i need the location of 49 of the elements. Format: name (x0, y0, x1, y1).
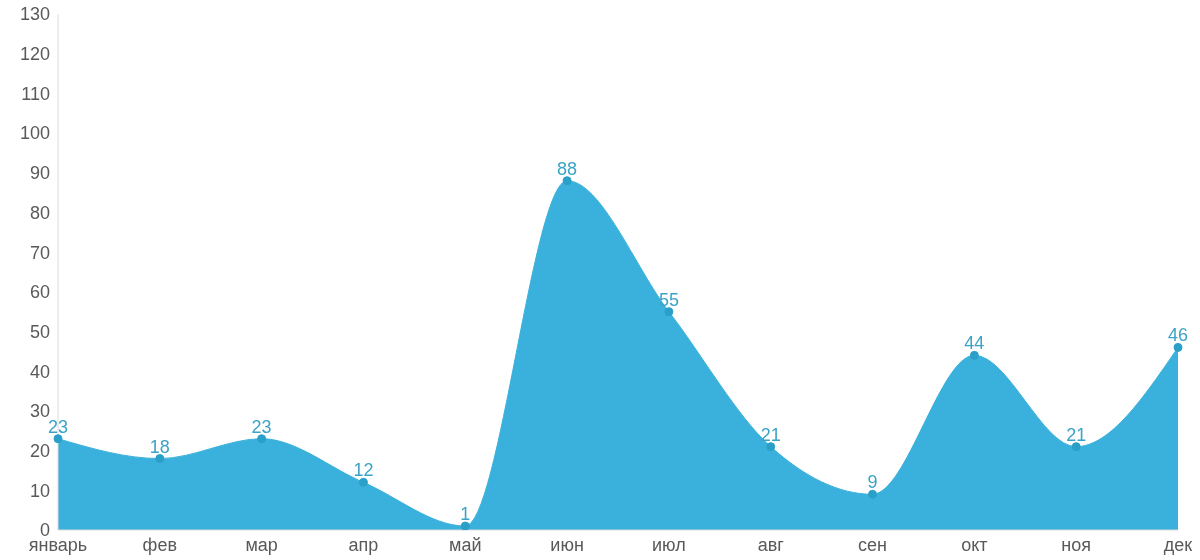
data-label: 12 (353, 460, 374, 481)
data-label: 55 (658, 289, 679, 310)
x-tick-label: окт (961, 534, 988, 555)
y-tick-label: 40 (29, 361, 50, 382)
x-tick-label: июл (652, 534, 686, 555)
y-tick-label: 90 (29, 163, 50, 184)
point (969, 350, 979, 360)
point (155, 454, 165, 464)
data-label: 21 (760, 424, 781, 445)
point (868, 489, 878, 499)
y-tick-label: 30 (29, 401, 50, 422)
y-tick-label: 20 (29, 441, 50, 462)
point (460, 521, 470, 530)
point (1173, 342, 1183, 352)
data-label: 1 (460, 504, 471, 525)
data-label: 46 (1167, 325, 1189, 346)
x-tick-label: май (449, 534, 482, 555)
data-label: 23 (251, 416, 272, 437)
point (358, 477, 368, 487)
point (1071, 442, 1081, 452)
x-tick-label: фев (142, 534, 178, 555)
x-tick-label: сен (858, 534, 888, 555)
x-tick-label: ноя (1061, 534, 1092, 555)
x-tick-label: авг (757, 534, 785, 555)
y-tick-label: 10 (29, 480, 50, 501)
x-tick-label: июн (550, 534, 584, 555)
y-tick-label: 70 (29, 242, 50, 263)
y-tick-label: 100 (19, 123, 50, 144)
x-tick-label: дек (1163, 534, 1193, 555)
x-tick-label: мар (245, 534, 278, 555)
point (562, 176, 572, 186)
x-tick-label: апр (348, 534, 379, 555)
point (664, 307, 674, 317)
data-label: 44 (964, 333, 985, 354)
point (766, 442, 776, 452)
y-tick-label: 80 (29, 202, 50, 223)
y-tick-label: 0 (39, 520, 50, 541)
y-tick-label: 130 (19, 4, 50, 25)
data-label: 88 (557, 158, 578, 179)
data-label: 9 (867, 472, 878, 493)
y-tick-label: 60 (29, 282, 50, 303)
point (53, 434, 63, 444)
data-label: 18 (149, 436, 170, 457)
data-label: 21 (1066, 424, 1087, 445)
y-tick-label: 110 (21, 83, 50, 104)
point (257, 434, 267, 444)
data-label: 23 (47, 416, 69, 437)
y-tick-label: 50 (29, 321, 50, 342)
y-tick-label: 120 (19, 44, 50, 65)
